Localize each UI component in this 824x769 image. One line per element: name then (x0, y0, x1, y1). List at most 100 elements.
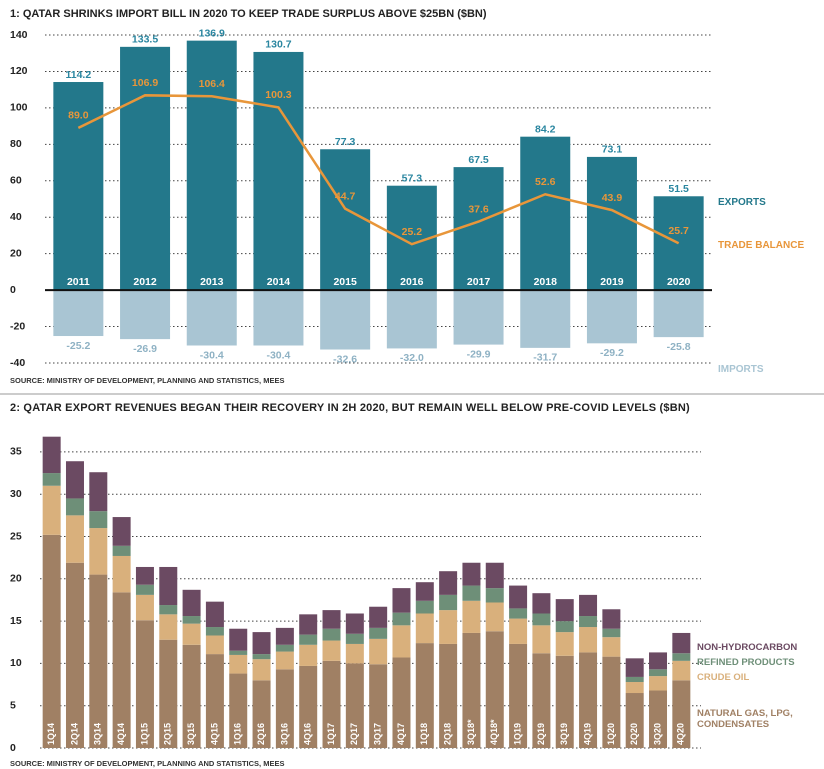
bar (386, 290, 437, 349)
bar-segment (275, 627, 294, 645)
bar-segment (509, 618, 528, 644)
legend-label: NATURAL GAS, LPG, CONDENSATES (697, 708, 793, 730)
bar-segment (112, 592, 131, 748)
bar-segment (462, 600, 481, 633)
legend-label: REFINED PRODUCTS (697, 657, 795, 668)
series-label: EXPORTS (718, 197, 766, 208)
value-label: -29.2 (600, 347, 624, 359)
bar (53, 82, 104, 291)
bar-segment (439, 610, 458, 644)
value-label: -26.9 (133, 343, 157, 355)
y-tick-label: 10 (10, 657, 22, 669)
series-label: IMPORTS (718, 364, 764, 375)
bar-segment (112, 555, 131, 593)
y-tick-label: 0 (10, 284, 16, 296)
bar-segment (182, 589, 201, 617)
y-tick-label: -40 (10, 357, 25, 369)
bar-segment (579, 627, 598, 653)
bar-segment (439, 571, 458, 595)
bar-segment (532, 653, 551, 748)
value-label: 77.3 (335, 136, 356, 148)
value-label: 52.6 (535, 176, 556, 188)
y-tick-label: 20 (10, 573, 22, 585)
x-tick-label: 1Q20 (606, 723, 616, 745)
value-label: 130.7 (265, 39, 291, 51)
bar (320, 290, 371, 350)
bar-segment (672, 653, 691, 661)
bar-segment (182, 623, 201, 645)
bar-segment (345, 663, 364, 748)
bar-segment (532, 613, 551, 626)
bar-segment (275, 651, 294, 670)
x-tick-label: 3Q18* (466, 719, 476, 745)
bar (653, 290, 704, 338)
bar-segment (509, 585, 528, 609)
bar-segment (602, 609, 621, 629)
bar-segment (275, 669, 294, 748)
y-tick-label: 80 (10, 138, 22, 150)
value-label: 67.5 (468, 154, 489, 166)
value-label: -25.8 (667, 341, 691, 353)
bar-segment (89, 574, 108, 748)
bar-segment (299, 665, 318, 748)
bar-segment (252, 659, 271, 681)
bar-segment (229, 628, 248, 651)
bar-segment (555, 632, 574, 656)
bar-segment (392, 588, 411, 613)
value-label: 43.9 (602, 192, 623, 204)
y-tick-label: 15 (10, 615, 22, 627)
bar-segment (275, 644, 294, 652)
bar (586, 156, 637, 291)
x-tick-label: 4Q14 (116, 723, 126, 745)
bar-segment (65, 562, 84, 748)
x-tick-label: 1Q14 (46, 723, 56, 745)
bar-segment (579, 594, 598, 617)
bar (120, 290, 171, 340)
value-label: 25.2 (402, 226, 423, 238)
bar-segment (625, 658, 644, 677)
x-tick-label: 2Q14 (69, 723, 79, 745)
x-tick-label: 1Q18 (419, 723, 429, 745)
x-tick-label: 2Q20 (629, 723, 639, 745)
x-tick-label: 4Q18* (489, 719, 499, 745)
value-label: -30.4 (266, 349, 290, 361)
bar-segment (485, 631, 504, 748)
bar-segment (625, 693, 644, 748)
bar-segment (229, 650, 248, 655)
x-tick-label: 1Q19 (512, 723, 522, 745)
bar-segment (555, 599, 574, 622)
bar-segment (65, 498, 84, 516)
value-label: 106.4 (199, 78, 225, 90)
bar-segment (65, 515, 84, 563)
value-label: 100.3 (265, 89, 291, 101)
bar-segment (205, 635, 224, 655)
bar-segment (485, 562, 504, 589)
bar-segment (555, 655, 574, 748)
bar-segment (462, 562, 481, 586)
x-tick-label: 1Q16 (233, 723, 243, 745)
bar-segment (462, 585, 481, 601)
x-tick-label: 1Q17 (326, 723, 336, 745)
value-label: -32.6 (333, 353, 357, 365)
bar-segment (65, 461, 84, 499)
bar-segment (322, 660, 341, 748)
bar-segment (369, 638, 388, 665)
value-label: 84.2 (535, 123, 556, 135)
bar-segment (229, 654, 248, 674)
bar-segment (602, 637, 621, 657)
bar-segment (415, 600, 434, 614)
x-tick-label: 2016 (400, 276, 424, 288)
bar-segment (345, 643, 364, 664)
bar-segment (135, 620, 154, 748)
x-tick-label: 2Q19 (536, 723, 546, 745)
bar (453, 167, 504, 291)
bar-segment (649, 676, 668, 691)
x-tick-label: 2013 (200, 276, 224, 288)
y-tick-label: 5 (10, 699, 16, 711)
bar-segment (229, 673, 248, 748)
bar-segment (159, 605, 178, 615)
value-label: 44.7 (335, 190, 356, 202)
x-tick-label: 3Q16 (279, 723, 289, 745)
bar-segment (252, 654, 271, 660)
bar-segment (42, 436, 61, 474)
